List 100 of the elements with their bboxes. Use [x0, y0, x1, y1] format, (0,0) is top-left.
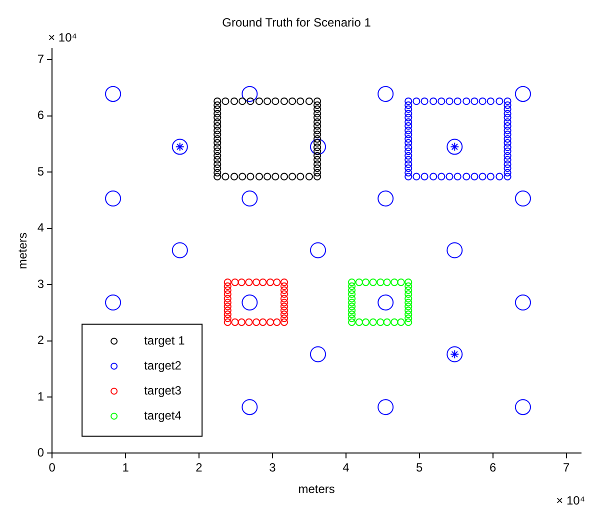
point — [404, 118, 412, 126]
point — [214, 164, 222, 172]
point — [420, 172, 428, 180]
point — [376, 318, 384, 326]
point — [446, 138, 463, 155]
point — [430, 97, 438, 106]
point — [404, 302, 412, 310]
point — [313, 172, 322, 180]
point — [504, 160, 512, 168]
point — [313, 168, 322, 176]
point — [238, 278, 246, 286]
point — [504, 126, 512, 134]
x-tick-label: 7 — [562, 460, 570, 475]
point — [504, 122, 512, 130]
point — [362, 318, 370, 326]
point — [348, 310, 356, 318]
point — [404, 126, 412, 134]
text: × 10⁴ — [556, 494, 585, 508]
point — [404, 130, 412, 138]
point — [313, 118, 322, 126]
point — [348, 318, 356, 326]
point — [504, 164, 512, 172]
point — [305, 172, 313, 180]
point — [313, 135, 322, 143]
point — [224, 306, 232, 314]
point — [378, 190, 394, 207]
point — [404, 318, 412, 326]
point — [224, 294, 232, 302]
point — [486, 97, 494, 106]
point — [504, 172, 512, 180]
point — [222, 97, 230, 106]
point — [280, 302, 288, 310]
chart-title: Ground Truth for Scenario 1 — [222, 16, 372, 30]
point — [313, 122, 322, 130]
point — [238, 318, 246, 326]
point — [348, 294, 356, 302]
point — [404, 314, 412, 322]
point — [404, 156, 412, 164]
point — [514, 399, 531, 416]
point — [446, 172, 454, 180]
point — [259, 318, 267, 326]
point — [348, 282, 356, 290]
point — [214, 144, 222, 152]
point — [230, 97, 238, 106]
point — [412, 97, 420, 106]
point — [224, 310, 232, 318]
point — [231, 278, 239, 286]
point — [348, 290, 356, 298]
point — [305, 97, 313, 106]
point — [504, 97, 512, 106]
point — [310, 346, 326, 362]
point — [446, 346, 463, 362]
y-axis-title: meters — [16, 232, 30, 270]
point — [348, 298, 356, 306]
point — [504, 105, 512, 113]
point — [214, 110, 222, 118]
point — [280, 286, 288, 294]
point — [288, 97, 296, 106]
point — [242, 399, 258, 416]
point — [313, 126, 322, 134]
point — [462, 172, 470, 180]
point — [504, 156, 512, 164]
legend-label: target4 — [144, 408, 182, 423]
point — [369, 278, 377, 286]
point — [214, 126, 222, 134]
point — [355, 278, 363, 286]
point — [514, 294, 531, 311]
point — [404, 114, 412, 122]
point — [230, 172, 238, 180]
point — [242, 294, 258, 311]
point — [454, 172, 462, 180]
point — [280, 318, 288, 326]
text: × 10⁴ — [48, 30, 77, 45]
point — [404, 306, 412, 314]
point — [242, 86, 258, 102]
point — [242, 190, 258, 207]
point — [348, 314, 356, 322]
point — [238, 172, 246, 180]
point — [404, 135, 412, 143]
point — [348, 302, 356, 310]
point — [397, 278, 405, 286]
point — [486, 172, 494, 180]
point — [224, 302, 232, 310]
y-tick-label: 4 — [37, 220, 44, 235]
y-tick-label: 2 — [37, 333, 44, 348]
point — [296, 97, 304, 106]
point — [383, 318, 391, 326]
point — [504, 147, 512, 156]
point — [313, 147, 322, 156]
point — [404, 278, 412, 286]
point — [378, 294, 394, 311]
point — [288, 172, 296, 180]
point — [404, 168, 412, 176]
point — [390, 278, 398, 286]
point — [404, 152, 412, 160]
y-tick-label: 0 — [37, 446, 44, 460]
point — [404, 101, 412, 109]
point — [313, 130, 322, 138]
point — [224, 282, 232, 290]
point — [355, 318, 363, 326]
